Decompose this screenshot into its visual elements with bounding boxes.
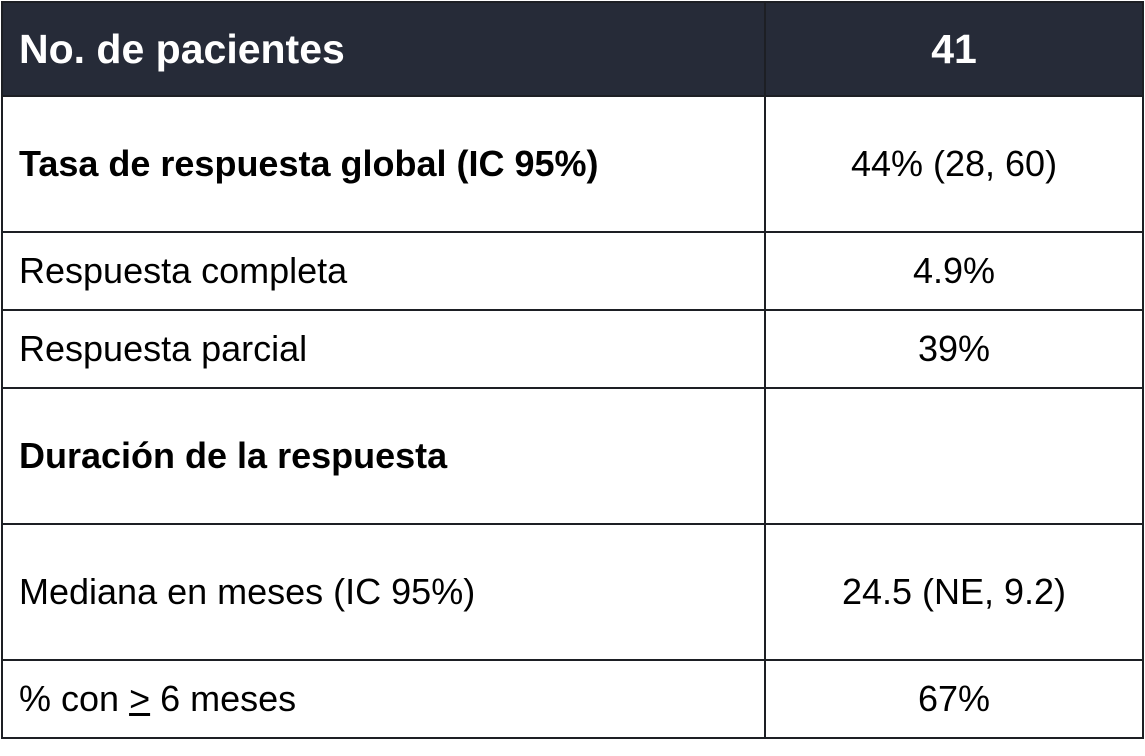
row-label-overall-response: Tasa de respuesta global (IC 95%) [1, 95, 766, 233]
row-label-response-duration: Duración de la respuesta [1, 387, 766, 525]
table-row: Mediana en meses (IC 95%) 24.5 (NE, 9.2) [1, 523, 1144, 661]
table-row: Duración de la respuesta [1, 387, 1144, 525]
row-label-median-months: Mediana en meses (IC 95%) [1, 523, 766, 661]
row-label-complete-response: Respuesta completa [1, 231, 766, 311]
row-value-complete-response: 4.9% [764, 231, 1144, 311]
six-months-suffix: 6 meses [150, 678, 297, 719]
row-value-partial-response: 39% [764, 309, 1144, 389]
table-header-row: No. de pacientes 41 [1, 1, 1144, 97]
table-row: Respuesta completa 4.9% [1, 231, 1144, 311]
row-value-median-months: 24.5 (NE, 9.2) [764, 523, 1144, 661]
table-row: % con > 6 meses 67% [1, 659, 1144, 739]
row-value-response-duration [764, 387, 1144, 525]
row-label-partial-response: Respuesta parcial [1, 309, 766, 389]
row-value-six-months: 67% [764, 659, 1144, 739]
table-row: Tasa de respuesta global (IC 95%) 44% (2… [1, 95, 1144, 233]
six-months-prefix: % con [19, 678, 130, 719]
row-label-six-months: % con > 6 meses [1, 659, 766, 739]
row-value-overall-response: 44% (28, 60) [764, 95, 1144, 233]
header-value: 41 [764, 1, 1144, 97]
response-table: No. de pacientes 41 Tasa de respuesta gl… [1, 1, 1144, 739]
table-row: Respuesta parcial 39% [1, 309, 1144, 389]
geq-symbol: > [129, 678, 151, 719]
header-label: No. de pacientes [1, 1, 766, 97]
